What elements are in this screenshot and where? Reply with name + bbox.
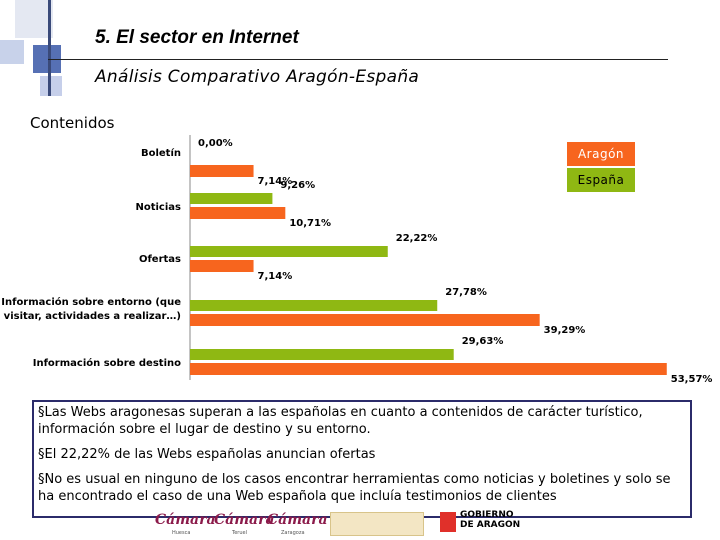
category-label: Información sobre destino	[33, 357, 181, 369]
findings-box: §Las Webs aragonesas superan a las españ…	[32, 400, 692, 518]
bar-aragon	[190, 165, 254, 177]
bar-aragon	[190, 260, 254, 272]
camara-huesca-city: Huesca	[172, 530, 191, 536]
bar-espana	[190, 246, 388, 257]
bar-espana	[190, 300, 438, 311]
finding-item: §El 22,22% de las Webs españolas anuncia…	[38, 447, 376, 462]
bar-espana	[190, 349, 454, 360]
decor-square	[0, 40, 24, 64]
value-label-espana: 29,63%	[462, 336, 504, 347]
category-label: Información sobre entorno (que visitar, a…	[1, 296, 181, 322]
category-label: Noticias	[135, 202, 181, 213]
category-label: Ofertas	[139, 254, 181, 265]
value-label-espana: 0,00%	[198, 138, 233, 149]
decor-square	[40, 76, 62, 96]
sponsor-logos: Cámara Huesca Cámara Teruel Cámara Zarag…	[150, 509, 530, 539]
finding-item: §No es usual en ninguno de los casos enc…	[38, 472, 671, 504]
value-label-aragon: 7,14%	[258, 176, 293, 187]
page-title: 5. El sector en Internet	[95, 27, 299, 48]
page-subtitle: Análisis Comparativo Aragón-España	[95, 67, 420, 87]
legend-item-aragon: Aragón	[567, 142, 635, 166]
value-label-aragon: 7,14%	[258, 271, 293, 282]
value-label-aragon: 53,57%	[671, 374, 713, 385]
legend-item-espana: España	[567, 168, 635, 192]
value-label-espana: 27,78%	[445, 287, 487, 298]
bar-aragon	[190, 207, 286, 219]
aragon-shield-icon	[440, 512, 456, 532]
bar-espana	[190, 193, 273, 204]
gobierno-aragon-line1: GOBIERNO	[460, 510, 514, 520]
camara-zaragoza-logo: Cámara	[267, 512, 328, 528]
camara-huesca-logo: Cámara	[155, 512, 216, 528]
value-label-espana: 9,26%	[280, 180, 315, 191]
value-label-aragon: 39,29%	[544, 325, 586, 336]
decor-square	[15, 0, 53, 38]
bar-aragon	[190, 314, 540, 326]
camara-teruel-logo: Cámara	[214, 512, 275, 528]
section-label: Contenidos	[30, 114, 115, 132]
header-divider	[48, 59, 668, 60]
ministry-emblem	[330, 512, 424, 536]
bar-chart: Boletín 0,00% 7,14% Noticias 9,26% 10,71% Ofer…	[1, 135, 713, 385]
category-label: Boletín	[141, 147, 181, 159]
camara-zaragoza-city: Zaragoza	[281, 530, 305, 536]
camara-teruel-city: Teruel	[232, 530, 247, 536]
gobierno-aragon-line2: DE ARAGON	[460, 520, 521, 530]
chart-legend: Aragón España	[567, 142, 635, 194]
value-label-espana: 22,22%	[396, 233, 438, 244]
bar-aragon	[190, 363, 667, 375]
value-label-aragon: 10,71%	[289, 218, 331, 229]
header-vertical-line	[48, 0, 51, 96]
finding-item: §Las Webs aragonesas superan a las españ…	[38, 405, 643, 437]
